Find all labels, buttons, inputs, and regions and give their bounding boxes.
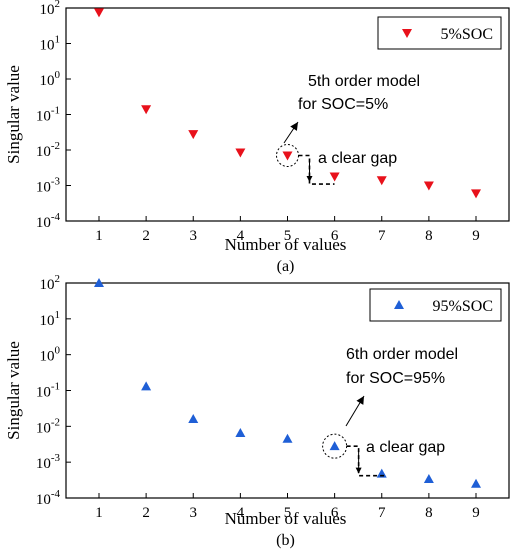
y-tick-label: 10-3 (36, 176, 61, 196)
legend-marker (394, 300, 404, 309)
x-tick-label: 3 (189, 228, 197, 244)
y-tick-label: 102 (40, 273, 61, 293)
data-point (93, 8, 104, 18)
x-tick-label: 5 (284, 228, 292, 244)
y-tick-label: 10-3 (36, 452, 61, 472)
legend-marker (402, 29, 412, 38)
y-axis-label: Singular value (4, 341, 23, 440)
y-tick-label: 10-2 (36, 140, 60, 160)
data-point (188, 130, 199, 140)
legend-label: 95%SOC (433, 298, 493, 315)
y-tick-label: 101 (40, 309, 61, 329)
y-tick-label: 10-4 (36, 488, 61, 508)
annotation-text-line1: 6th order model (346, 346, 458, 363)
panel-label: (a) (277, 258, 295, 275)
data-point (141, 105, 152, 115)
panel-a-chart: 1 2 3 4 5 6 7 8 9 10-4 10-3 10-2 10-1 100 101 102 Number… (4, 0, 510, 275)
x-tick-label: 2 (142, 228, 150, 244)
data-point (376, 176, 387, 186)
annotation-text-line2: for SOC=5% (298, 96, 388, 113)
y-tick-label: 102 (40, 0, 61, 18)
legend-label: 5%SOC (441, 26, 493, 43)
data-point (423, 181, 434, 191)
data-point (376, 468, 387, 478)
gap-bracket (298, 154, 335, 185)
data-point (188, 414, 199, 424)
data-point (423, 473, 434, 483)
y-tick-label: 10-4 (36, 211, 61, 231)
gap-arrow-head (355, 467, 362, 474)
data-point (329, 441, 340, 451)
data-point (471, 189, 482, 199)
x-tick-label: 7 (378, 505, 386, 521)
x-axis-label: Number of values (225, 235, 347, 254)
legend-box (377, 16, 502, 50)
annotation-arrow-head (290, 122, 298, 131)
x-axis-label: Number of values (225, 509, 347, 528)
x-tick-label: 2 (142, 505, 150, 521)
x-tick-label: 4 (237, 505, 245, 521)
annotation-text-line2: for SOC=95% (346, 370, 445, 387)
x-tick-label: 8 (425, 228, 433, 244)
data-point (329, 172, 340, 182)
y-tick-label: 100 (40, 69, 61, 89)
data-point (141, 381, 152, 391)
y-tick-label: 10-1 (36, 105, 60, 125)
y-tick-label: 100 (40, 345, 61, 365)
data-point (282, 151, 293, 161)
gap-label: a clear gap (366, 439, 445, 456)
x-tick-label: 4 (237, 228, 245, 244)
x-tick-label: 8 (425, 505, 433, 521)
x-tick-label: 1 (95, 505, 103, 521)
x-tick-label: 9 (472, 505, 480, 521)
data-point (235, 428, 246, 438)
y-axis-label: Singular value (4, 65, 23, 164)
x-tick-label: 5 (284, 505, 292, 521)
legend-box (369, 288, 502, 322)
data-point (471, 478, 482, 488)
gap-label: a clear gap (318, 150, 397, 167)
x-tick-label: 3 (189, 505, 197, 521)
annotation-arrow-head (356, 396, 364, 405)
data-point (282, 433, 293, 443)
x-tick-label: 6 (331, 228, 339, 244)
panel-label: (b) (276, 532, 295, 549)
x-tick-label: 7 (378, 228, 386, 244)
x-tick-label: 6 (331, 505, 339, 521)
gap-arrow-head (306, 176, 313, 183)
data-point (235, 148, 246, 158)
x-tick-label: 1 (95, 228, 103, 244)
annotation-text-line1: 5th order model (308, 73, 420, 90)
y-tick-label: 10-1 (36, 381, 60, 401)
x-tick-label: 9 (472, 228, 480, 244)
data-point (93, 278, 104, 287)
panel-b-chart: 1 2 3 4 5 6 7 8 9 10-4 10-3 10-2 10-1 100 101 102 Number… (4, 273, 510, 549)
y-tick-label: 10-2 (36, 416, 60, 436)
y-tick-label: 101 (40, 34, 61, 54)
